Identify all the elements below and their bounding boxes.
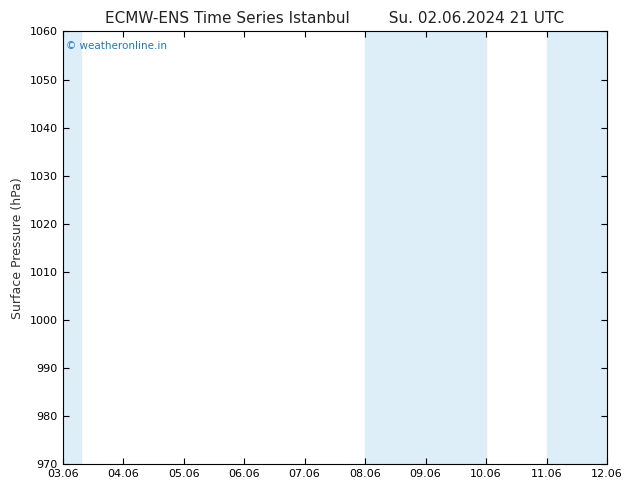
Text: © weatheronline.in: © weatheronline.in <box>66 41 167 51</box>
Bar <box>547 31 607 464</box>
Bar <box>365 31 425 464</box>
Bar <box>607 31 634 464</box>
Title: ECMW-ENS Time Series Istanbul        Su. 02.06.2024 21 UTC: ECMW-ENS Time Series Istanbul Su. 02.06.… <box>105 11 564 26</box>
Bar <box>60 31 81 464</box>
Y-axis label: Surface Pressure (hPa): Surface Pressure (hPa) <box>11 177 24 318</box>
Bar <box>425 31 486 464</box>
